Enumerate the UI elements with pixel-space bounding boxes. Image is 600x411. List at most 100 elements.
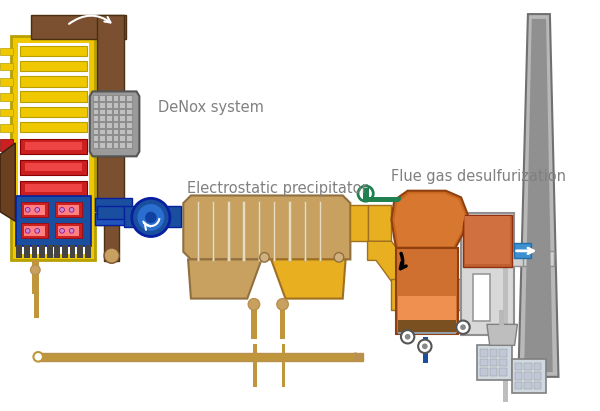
Bar	[499, 349, 507, 357]
Circle shape	[69, 229, 74, 233]
Bar	[55, 202, 82, 217]
Bar	[106, 135, 112, 141]
Bar	[119, 102, 125, 108]
Bar	[0, 181, 13, 193]
Bar	[92, 135, 98, 141]
Bar	[119, 115, 125, 121]
Bar	[119, 95, 125, 101]
Bar	[95, 212, 132, 225]
Bar	[396, 248, 458, 334]
Bar	[99, 109, 105, 114]
Bar	[106, 102, 112, 108]
Bar	[0, 93, 13, 101]
Bar	[106, 142, 112, 148]
Bar	[62, 245, 68, 258]
Bar	[363, 188, 368, 202]
Bar	[20, 139, 87, 155]
Bar	[533, 363, 541, 370]
Bar	[0, 139, 13, 150]
Bar	[92, 122, 98, 128]
Circle shape	[59, 229, 64, 233]
Circle shape	[59, 208, 64, 212]
Bar	[92, 142, 98, 148]
Bar	[319, 201, 321, 261]
Bar	[514, 243, 531, 259]
Bar	[25, 184, 82, 192]
Bar	[533, 372, 541, 380]
Bar	[70, 245, 76, 258]
Text: Electrostatic precipitator: Electrostatic precipitator	[187, 180, 368, 196]
Bar	[242, 201, 245, 261]
Bar	[423, 337, 428, 363]
Circle shape	[334, 253, 344, 262]
Bar	[113, 109, 118, 114]
Bar	[92, 95, 98, 101]
Circle shape	[34, 352, 43, 362]
Bar	[92, 109, 98, 114]
Bar	[92, 102, 98, 108]
Bar	[212, 201, 214, 261]
Bar	[38, 353, 363, 360]
Bar	[99, 142, 105, 148]
Polygon shape	[368, 241, 410, 282]
Bar	[289, 201, 290, 261]
Bar	[99, 95, 105, 101]
Bar	[16, 245, 22, 258]
Bar	[480, 349, 488, 357]
Bar	[58, 226, 79, 236]
Bar	[126, 142, 132, 148]
Bar	[398, 332, 457, 334]
Bar	[106, 109, 112, 114]
Bar	[113, 129, 118, 134]
Circle shape	[31, 265, 40, 275]
Bar	[97, 206, 124, 219]
Bar	[0, 48, 13, 55]
Polygon shape	[271, 259, 346, 298]
Bar	[511, 251, 524, 266]
Bar	[490, 359, 497, 366]
Bar	[34, 261, 39, 318]
Bar	[273, 201, 275, 261]
Circle shape	[104, 248, 119, 263]
Circle shape	[25, 229, 30, 233]
Bar	[524, 382, 532, 389]
Bar	[113, 95, 118, 101]
Circle shape	[405, 334, 410, 339]
Circle shape	[457, 321, 470, 334]
Bar	[119, 142, 125, 148]
Circle shape	[260, 253, 269, 262]
Circle shape	[277, 298, 289, 310]
Circle shape	[137, 204, 164, 231]
Bar	[253, 344, 257, 387]
Bar	[499, 368, 507, 376]
Bar	[119, 109, 125, 114]
Bar	[55, 245, 60, 258]
Bar	[368, 205, 391, 241]
Text: Flue gas desulfurization: Flue gas desulfurization	[391, 169, 566, 184]
Bar	[126, 95, 132, 101]
Circle shape	[132, 199, 170, 236]
Bar	[113, 142, 118, 148]
Bar	[499, 310, 504, 326]
Bar	[16, 196, 91, 246]
Bar	[126, 135, 132, 141]
Bar	[126, 122, 132, 128]
Bar	[97, 156, 124, 206]
Bar	[524, 363, 532, 370]
Bar	[31, 15, 126, 39]
Bar	[113, 135, 118, 141]
Bar	[24, 226, 45, 236]
Bar	[0, 109, 13, 116]
Circle shape	[145, 212, 157, 223]
Bar	[20, 91, 87, 102]
Bar	[258, 201, 260, 261]
Bar	[124, 206, 181, 227]
Bar	[106, 95, 112, 101]
Bar	[99, 122, 105, 128]
Bar	[398, 296, 457, 332]
Bar	[465, 217, 510, 264]
Polygon shape	[183, 196, 350, 259]
Bar	[515, 372, 522, 380]
Bar	[0, 63, 13, 70]
Bar	[280, 298, 286, 339]
